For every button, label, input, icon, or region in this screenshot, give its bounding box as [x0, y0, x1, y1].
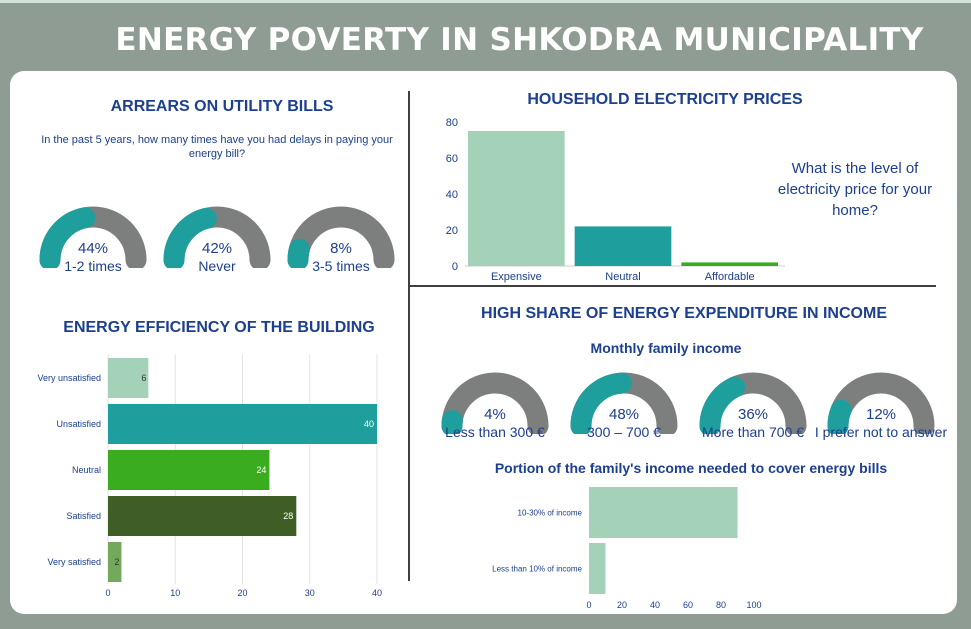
horizontal-divider	[408, 285, 936, 287]
gauge-fill	[827, 399, 852, 434]
bar-10-30-of-income	[589, 487, 738, 538]
gauge-percent: 42%	[201, 240, 233, 257]
x-tick-label: 10	[170, 588, 180, 598]
gauge-arc	[163, 206, 271, 268]
bar-expensive	[468, 131, 565, 266]
vertical-divider	[408, 91, 410, 581]
x-tick-label: Neutral	[605, 271, 640, 283]
gauge-arc	[39, 206, 147, 268]
x-tick-label: 30	[305, 588, 315, 598]
gauge-label: Never	[198, 258, 236, 274]
y-tick-label: 60	[446, 153, 458, 165]
gauge-label: 300 – 700 €	[587, 424, 661, 440]
gauge-track	[441, 372, 549, 434]
x-tick-label: 60	[683, 600, 693, 610]
data-label: 28	[283, 511, 293, 521]
y-tick-label: Satisfied	[66, 511, 101, 521]
gauge-percent: 12%	[865, 406, 897, 423]
prices-question: What is the level of electricity price f…	[777, 160, 933, 219]
arrears-title: ARREARS ON UTILITY BILLS	[110, 98, 334, 115]
portion-bar-chart: 0 20 40 60 80 100 10-30% of income Less than 10…	[492, 487, 762, 610]
bar-very-unsatisfied	[108, 358, 149, 398]
gauge-arrears-1-2: 44% 1-2 times	[38, 206, 148, 274]
gauge-income-300-700: 48% 300 – 700 €	[569, 372, 679, 440]
y-tick-label: Very unsatisfied	[37, 373, 101, 383]
gauge-percent: 44%	[77, 240, 109, 257]
bar-neutral	[574, 226, 672, 266]
income-subtitle: Monthly family income	[590, 340, 742, 356]
electricity-bar-chart: 0 20 40 60 80 Expensive Neutral Affordable	[446, 117, 785, 283]
y-tick-label: 10-30% of income	[518, 509, 583, 518]
y-tick-label: Less than 10% of income	[492, 565, 582, 574]
y-tick-label: 0	[452, 261, 458, 273]
gauge-fill	[570, 372, 632, 434]
efficiency-title: ENERGY EFFICIENCY OF THE BUILDING	[63, 319, 375, 336]
gauge-arrears-3-5: 8% 3-5 times	[286, 206, 396, 274]
x-tick-label: 20	[237, 588, 247, 598]
gauge-arc	[441, 372, 549, 434]
x-tick-label: Affordable	[705, 271, 755, 283]
bar-very-satisfied	[108, 542, 122, 582]
bar-satisfied	[108, 496, 297, 536]
bar-neutral	[108, 450, 270, 490]
bar-unsatisfied	[108, 404, 377, 444]
x-tick-label: 80	[716, 600, 726, 610]
x-tick-label: 100	[746, 600, 761, 610]
x-tick-label: 0	[105, 588, 110, 598]
gauge-arrears-never: 42% Never	[162, 206, 272, 274]
prices-title: HOUSEHOLD ELECTRICITY PRICES	[527, 91, 803, 108]
bar-affordable	[681, 262, 778, 266]
gauge-income-gt700: 36% More than 700 €	[698, 372, 808, 440]
gauge-percent: 8%	[330, 240, 352, 257]
gauge-percent: 36%	[737, 406, 769, 423]
y-tick-label: Very satisfied	[47, 557, 101, 567]
gauge-label: 3-5 times	[312, 258, 370, 274]
expenditure-title: HIGH SHARE OF ENERGY EXPENDITURE IN INCO…	[481, 305, 887, 322]
gauge-label: 1-2 times	[64, 258, 122, 274]
data-label: 24	[256, 465, 266, 475]
data-label: 2	[114, 557, 119, 567]
gauge-arc	[570, 372, 678, 434]
gauge-income-no-answer: 12% I prefer not to answer	[815, 372, 947, 440]
gauge-label: Less than 300 €	[445, 424, 545, 440]
y-tick-label: 80	[446, 117, 458, 129]
gauge-fill	[287, 238, 310, 268]
gauge-percent: 48%	[608, 406, 640, 423]
gauge-label: More than 700 €	[702, 424, 804, 440]
bar-less-than-10-of-income	[589, 543, 606, 594]
x-tick-label: Expensive	[491, 271, 542, 283]
gauge-arc	[287, 206, 395, 268]
page-title: ENERGY POVERTY IN SHKODRA MUNICIPALITY	[115, 22, 924, 58]
gauge-fill	[39, 207, 96, 268]
x-tick-label: 0	[586, 600, 591, 610]
gauge-percent: 4%	[484, 406, 506, 423]
portion-title: Portion of the family's income needed to…	[494, 460, 888, 476]
gauge-fill	[699, 376, 746, 434]
y-tick-label: 20	[446, 225, 458, 237]
top-accent-line	[0, 0, 971, 3]
efficiency-bar-chart: 0 10 20 30 40 Very unsatisfied 6 Unsatisfied 40 N…	[37, 354, 382, 598]
arrears-question: In the past 5 years, how many times have…	[41, 134, 393, 160]
gauge-arc	[699, 372, 807, 434]
gauge-arc	[827, 372, 935, 434]
gauge-income-lt300: 4% Less than 300 €	[440, 372, 550, 440]
y-tick-label: Unsatisfied	[56, 419, 101, 429]
gauge-fill	[163, 207, 217, 268]
x-tick-label: 40	[372, 588, 382, 598]
data-label: 40	[364, 419, 374, 429]
data-label: 6	[141, 373, 146, 383]
gauge-label: I prefer not to answer	[814, 424, 948, 440]
x-tick-label: 20	[617, 600, 627, 610]
x-tick-label: 40	[650, 600, 660, 610]
y-tick-label: Neutral	[72, 465, 101, 475]
y-tick-label: 40	[446, 189, 458, 201]
